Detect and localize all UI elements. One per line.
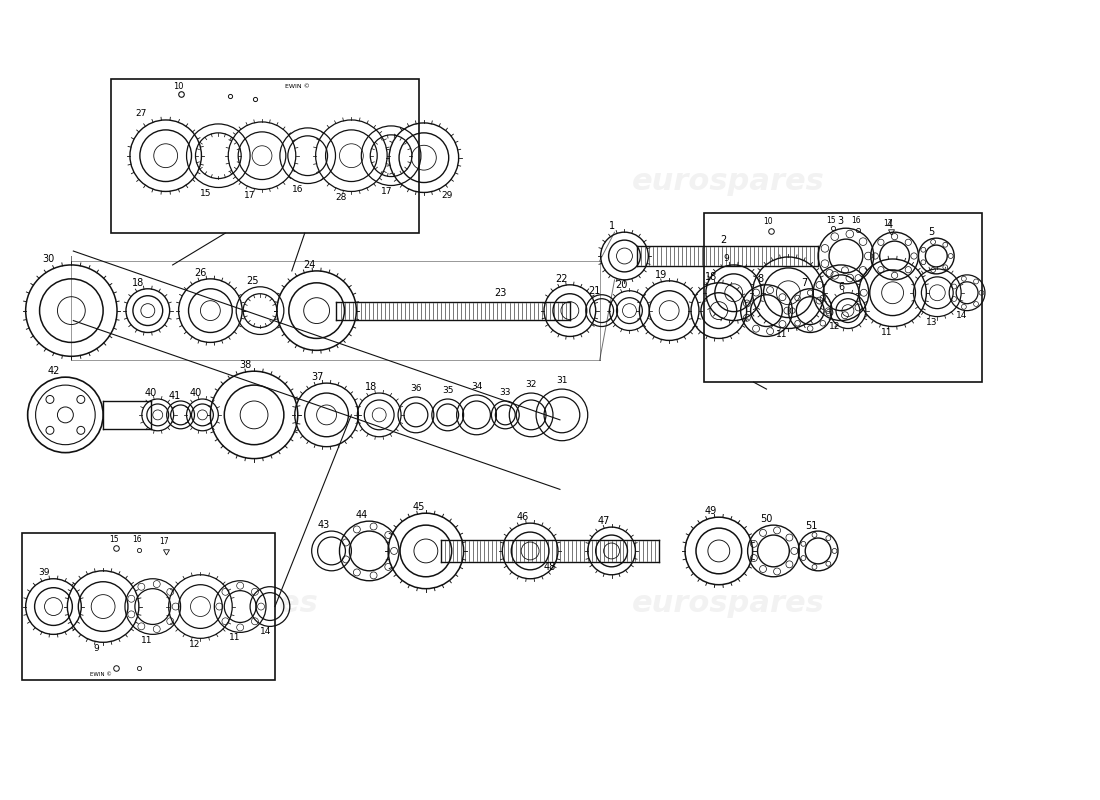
Text: 17: 17 [382, 187, 393, 196]
Text: 45: 45 [412, 502, 425, 512]
Text: 15: 15 [109, 534, 119, 543]
Text: 9: 9 [723, 254, 728, 263]
Text: 50: 50 [760, 514, 772, 524]
Text: 44: 44 [355, 510, 367, 520]
Text: 40: 40 [189, 388, 201, 398]
Bar [111, 79, 419, 233]
Text: 47: 47 [597, 516, 609, 526]
Text: 30: 30 [43, 254, 55, 264]
Text: 11: 11 [141, 636, 153, 645]
Text: 36: 36 [410, 383, 421, 393]
Text: 34: 34 [471, 382, 482, 390]
Text: EWIN ©: EWIN © [285, 84, 310, 89]
Text: 12: 12 [189, 640, 200, 649]
Text: 22: 22 [556, 274, 569, 284]
Text: eurospares: eurospares [632, 589, 825, 618]
Text: 26: 26 [195, 268, 207, 278]
Text: 24: 24 [304, 260, 316, 270]
Text: 19: 19 [656, 270, 668, 280]
Text: 17: 17 [158, 537, 168, 546]
Text: eurospares: eurospares [632, 167, 825, 196]
Text: 17: 17 [883, 218, 892, 228]
Text: 42: 42 [47, 366, 59, 376]
Text: 33: 33 [499, 387, 512, 397]
Text: 11: 11 [881, 328, 892, 337]
Text: 9: 9 [94, 644, 99, 653]
Text: 31: 31 [557, 376, 568, 385]
Text: 8: 8 [758, 274, 763, 284]
Text: 11: 11 [776, 330, 788, 339]
Text: 13: 13 [925, 318, 937, 327]
Bar [22, 533, 275, 680]
Text: 29: 29 [441, 191, 452, 200]
Text: 15: 15 [826, 216, 836, 225]
Text: 21: 21 [588, 286, 601, 296]
Text: 38: 38 [239, 360, 251, 370]
Text: 11: 11 [230, 633, 241, 642]
Text: 48: 48 [543, 562, 557, 572]
Text: 16: 16 [851, 216, 860, 225]
Text: 18: 18 [365, 382, 377, 392]
Text: 51: 51 [805, 521, 817, 531]
Text: 43: 43 [318, 520, 330, 530]
Text: 14: 14 [956, 311, 968, 320]
Text: 16: 16 [132, 534, 142, 543]
Text: 5: 5 [928, 227, 935, 237]
Text: 14: 14 [261, 627, 272, 636]
Text: 17: 17 [244, 191, 256, 200]
Text: EWIN ©: EWIN © [90, 671, 112, 677]
Text: 6: 6 [838, 282, 844, 292]
Text: 46: 46 [516, 512, 528, 522]
Text: 18: 18 [132, 278, 144, 288]
Text: 10: 10 [174, 82, 184, 90]
Text: 20: 20 [615, 280, 628, 290]
Text: 25: 25 [245, 276, 258, 286]
Text: 7: 7 [801, 278, 807, 288]
Text: 16: 16 [292, 185, 304, 194]
Text: eurospares: eurospares [125, 589, 319, 618]
Text: 15: 15 [200, 189, 211, 198]
Text: 28: 28 [336, 193, 348, 202]
Text: 40: 40 [145, 388, 157, 398]
Text: 35: 35 [442, 386, 453, 394]
Text: 3: 3 [837, 216, 843, 226]
Text: 4: 4 [887, 220, 893, 230]
Text: 18: 18 [705, 272, 717, 282]
Text: 49: 49 [705, 506, 717, 516]
Text: 10: 10 [763, 217, 773, 226]
Text: 39: 39 [37, 568, 50, 578]
Text: 12: 12 [829, 322, 840, 331]
Text: 37: 37 [311, 372, 323, 382]
Text: 41: 41 [168, 391, 180, 401]
Text: 27: 27 [135, 110, 146, 118]
Text: 23: 23 [494, 288, 506, 298]
Text: eurospares: eurospares [125, 167, 319, 196]
Text: 32: 32 [526, 380, 537, 389]
Text: 2: 2 [720, 235, 727, 245]
Bar [704, 214, 982, 382]
Text: 1: 1 [608, 222, 615, 231]
